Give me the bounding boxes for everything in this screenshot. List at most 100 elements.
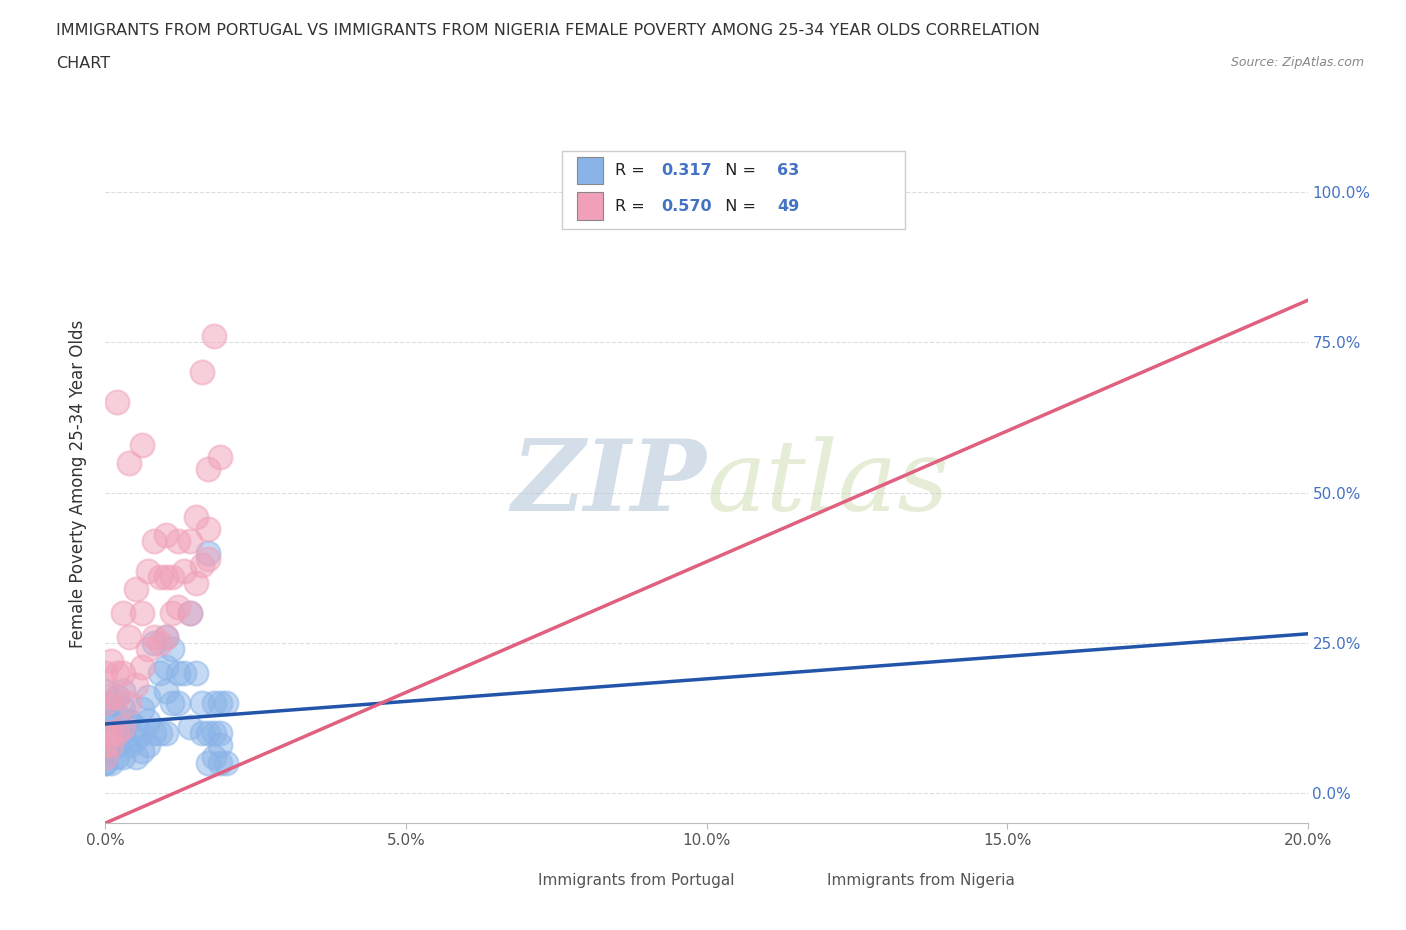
- Point: [100, 713, 122, 728]
- Point: [100, 654, 122, 669]
- Point: [124, 581, 146, 596]
- Point: [94, 743, 117, 758]
- Point: [197, 521, 219, 536]
- Point: [107, 725, 129, 740]
- Point: [136, 689, 159, 704]
- Point: [208, 737, 231, 752]
- Point: [155, 527, 177, 542]
- Text: Source: ZipAtlas.com: Source: ZipAtlas.com: [1230, 56, 1364, 69]
- Point: [184, 576, 207, 591]
- Point: [155, 659, 177, 674]
- Point: [100, 725, 122, 740]
- Text: Immigrants from Portugal: Immigrants from Portugal: [538, 873, 735, 888]
- Point: [107, 689, 129, 704]
- Point: [179, 533, 201, 548]
- Point: [131, 743, 153, 758]
- Point: [179, 605, 201, 620]
- Point: [112, 701, 135, 716]
- Point: [166, 599, 188, 614]
- Point: [184, 665, 207, 680]
- Point: [208, 755, 231, 770]
- Point: [100, 737, 122, 752]
- Point: [197, 461, 219, 476]
- Point: [202, 725, 225, 740]
- Point: [148, 569, 170, 584]
- Point: [173, 665, 195, 680]
- Point: [155, 630, 177, 644]
- FancyBboxPatch shape: [502, 869, 526, 893]
- FancyBboxPatch shape: [562, 151, 905, 229]
- Point: [94, 750, 117, 764]
- Point: [142, 533, 165, 548]
- Point: [197, 545, 219, 560]
- Point: [136, 642, 159, 657]
- Text: 0.317: 0.317: [661, 163, 711, 178]
- Point: [107, 725, 129, 740]
- Point: [94, 743, 117, 758]
- Point: [202, 750, 225, 764]
- Point: [94, 725, 117, 740]
- Point: [197, 755, 219, 770]
- Text: CHART: CHART: [56, 56, 110, 71]
- Point: [124, 750, 146, 764]
- Text: ZIP: ZIP: [512, 435, 707, 532]
- Point: [100, 689, 122, 704]
- Point: [160, 605, 183, 620]
- Point: [131, 701, 153, 716]
- Point: [166, 696, 188, 711]
- Point: [197, 725, 219, 740]
- Point: [142, 630, 165, 644]
- Point: [166, 533, 188, 548]
- Point: [124, 732, 146, 747]
- Point: [202, 329, 225, 344]
- Point: [136, 713, 159, 728]
- Point: [100, 725, 122, 740]
- Point: [112, 725, 135, 740]
- Point: [112, 665, 135, 680]
- Text: atlas: atlas: [707, 436, 949, 531]
- Point: [94, 725, 117, 740]
- Text: Immigrants from Nigeria: Immigrants from Nigeria: [827, 873, 1015, 888]
- Point: [107, 689, 129, 704]
- Point: [136, 737, 159, 752]
- Point: [166, 665, 188, 680]
- Point: [112, 605, 135, 620]
- Point: [148, 725, 170, 740]
- Point: [112, 732, 135, 747]
- Text: 63: 63: [778, 163, 800, 178]
- Point: [214, 755, 236, 770]
- Point: [94, 737, 117, 752]
- Point: [100, 737, 122, 752]
- Point: [94, 684, 117, 698]
- Point: [160, 569, 183, 584]
- Point: [112, 720, 135, 735]
- Point: [118, 630, 141, 644]
- Point: [100, 755, 122, 770]
- Point: [190, 557, 212, 572]
- FancyBboxPatch shape: [576, 156, 603, 184]
- Point: [179, 720, 201, 735]
- Point: [190, 725, 212, 740]
- Point: [118, 696, 141, 711]
- Point: [202, 696, 225, 711]
- Point: [94, 696, 117, 711]
- Point: [155, 569, 177, 584]
- Point: [197, 551, 219, 566]
- Point: [118, 713, 141, 728]
- Point: [94, 665, 117, 680]
- Point: [107, 750, 129, 764]
- Point: [190, 365, 212, 379]
- Point: [148, 635, 170, 650]
- Point: [100, 696, 122, 711]
- Point: [208, 725, 231, 740]
- FancyBboxPatch shape: [790, 869, 814, 893]
- Point: [112, 684, 135, 698]
- Point: [107, 708, 129, 723]
- Point: [190, 696, 212, 711]
- Text: IMMIGRANTS FROM PORTUGAL VS IMMIGRANTS FROM NIGERIA FEMALE POVERTY AMONG 25-34 Y: IMMIGRANTS FROM PORTUGAL VS IMMIGRANTS F…: [56, 23, 1040, 38]
- Text: 0.570: 0.570: [661, 199, 711, 214]
- Point: [142, 635, 165, 650]
- Point: [160, 696, 183, 711]
- Point: [155, 630, 177, 644]
- Point: [107, 737, 129, 752]
